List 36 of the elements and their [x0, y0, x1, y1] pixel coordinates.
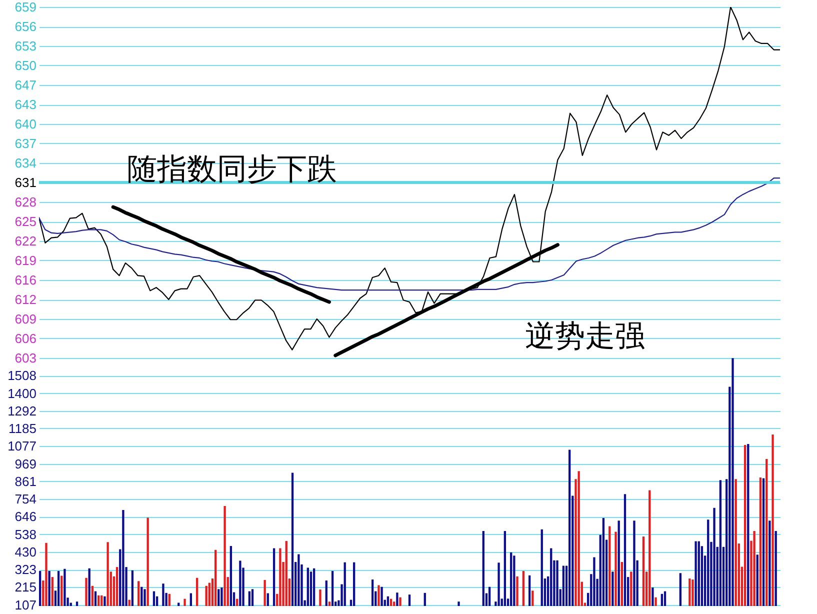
y-tick-label: 538 — [14, 526, 36, 542]
y-tick-label: 1292 — [8, 403, 36, 418]
y-tick-label: 1400 — [8, 386, 36, 401]
y-tick-label: 634 — [14, 156, 36, 170]
y-tick-label: 969 — [14, 456, 36, 472]
annotation: 随指数同步下跌 — [127, 153, 337, 186]
y-tick-label: 612 — [14, 292, 36, 307]
line-series — [111, 205, 331, 304]
y-tick-label: 1077 — [8, 438, 36, 454]
y-tick-label: 656 — [14, 19, 36, 34]
y-tick-label: 616 — [14, 272, 36, 288]
y-tick-label: 609 — [14, 312, 36, 326]
y-tick-label: 640 — [14, 116, 36, 132]
y-tick-label: 628 — [14, 194, 36, 210]
y-tick-label: 215 — [14, 580, 36, 595]
y-tick-label: 637 — [14, 136, 36, 151]
y-tick-label: 603 — [14, 350, 36, 366]
y-tick-label: 323 — [14, 562, 36, 578]
y-tick-label: 647 — [14, 78, 36, 92]
y-tick-label: 619 — [14, 253, 36, 268]
y-tick-label: 606 — [14, 331, 36, 346]
y-tick-label: 861 — [14, 474, 36, 489]
y-tick-label: 631 — [14, 175, 36, 190]
y-tick-label: 650 — [14, 58, 36, 73]
y-tick-label: 107 — [14, 597, 36, 612]
y-tick-label: 643 — [14, 97, 36, 112]
y-tick-label: 622 — [14, 234, 36, 248]
y-tick-label: 430 — [14, 544, 36, 560]
y-tick-label: 625 — [14, 214, 36, 229]
y-tick-label: 653 — [14, 38, 36, 54]
y-tick-label: 754 — [14, 491, 36, 506]
y-tick-label: 659 — [14, 0, 36, 14]
y-tick-label: 1185 — [8, 420, 36, 436]
annotation: 逆势走强 — [525, 320, 645, 353]
y-tick-label: 646 — [14, 509, 36, 524]
y-tick-label: 1508 — [8, 368, 36, 384]
